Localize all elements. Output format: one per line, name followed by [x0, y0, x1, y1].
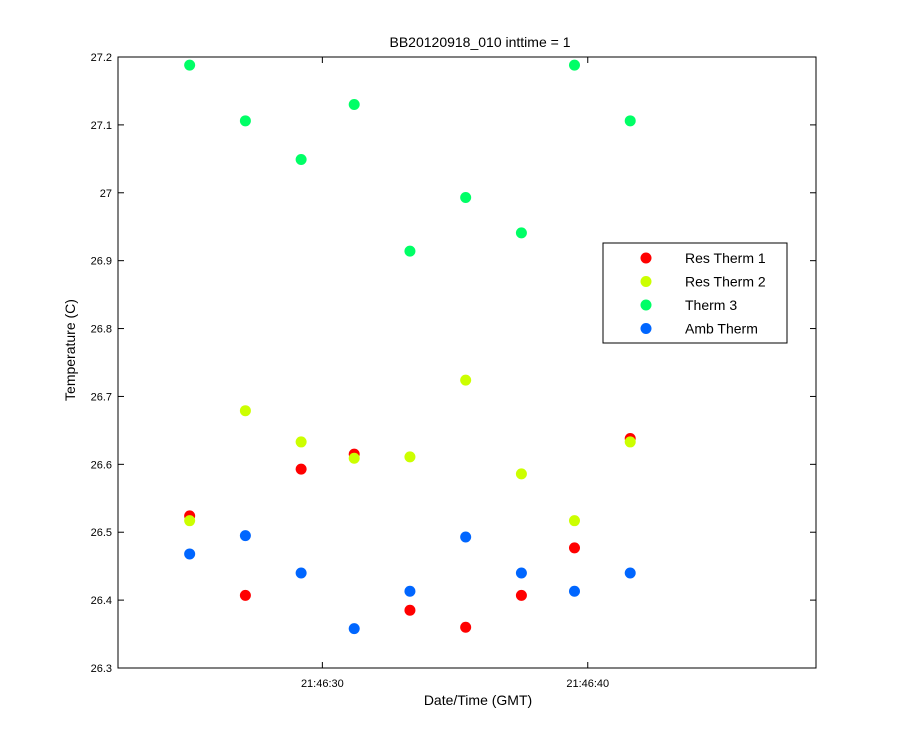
legend-label: Res Therm 2 [685, 274, 766, 290]
points-layer [184, 59, 636, 635]
data-point [295, 436, 307, 448]
data-point [624, 436, 636, 448]
legend-box [602, 242, 788, 344]
data-point [515, 567, 527, 579]
y-tick-label: 26.8 [91, 324, 112, 336]
legend-item: Res Therm 1 [640, 250, 766, 266]
chart-title: BB20120918_010 inttime = 1 [390, 34, 571, 50]
legend-label: Therm 3 [685, 297, 737, 313]
legend-item: Res Therm 2 [640, 274, 766, 290]
series-res-therm-2 [184, 374, 636, 527]
legend-item: Therm 3 [640, 297, 737, 313]
y-tick-label: 26.3 [91, 663, 112, 675]
legend-marker [640, 252, 652, 264]
y-tick-label: 27 [100, 188, 112, 200]
data-point [568, 515, 580, 527]
y-axis-title: Temperature (C) [62, 299, 78, 401]
data-point [460, 374, 472, 386]
data-point [460, 621, 472, 633]
data-point [624, 567, 636, 579]
legend-label: Amb Therm [685, 321, 758, 337]
legend-label: Res Therm 1 [685, 250, 766, 266]
data-point [348, 99, 360, 111]
data-point [239, 405, 251, 417]
data-point [460, 192, 472, 204]
data-point [348, 452, 360, 464]
data-point [295, 154, 307, 166]
legend-item: Amb Therm [640, 321, 758, 337]
data-point [460, 531, 472, 543]
y-tick-label: 26.9 [91, 256, 112, 268]
data-point [404, 585, 416, 597]
data-point [348, 623, 360, 635]
y-tick-label: 26.7 [91, 391, 112, 403]
data-point [568, 585, 580, 597]
data-point [515, 589, 527, 601]
data-point [184, 59, 196, 71]
legend-marker [640, 299, 652, 311]
data-point [295, 463, 307, 475]
series-therm-3 [184, 59, 636, 257]
data-point [295, 567, 307, 579]
data-point [184, 548, 196, 560]
plot-frame [117, 56, 817, 669]
legend: Res Therm 1 Res Therm 2 Therm 3 Amb Therm [602, 242, 788, 344]
legend-marker [640, 276, 652, 287]
x-tick-label: 21:46:30 [301, 678, 344, 690]
data-point [515, 227, 527, 239]
data-point [568, 542, 580, 554]
data-point [404, 604, 416, 616]
plot-area [118, 57, 816, 668]
data-point [568, 59, 580, 71]
y-tick-label: 27.1 [91, 120, 112, 132]
ticks-layer: 26.3 26.4 26.5 26.6 26.7 26.8 26.9 27 27.1 27.2 21… [91, 52, 816, 690]
data-point [515, 468, 527, 480]
data-point [404, 245, 416, 257]
data-point [239, 530, 251, 542]
data-point [624, 115, 636, 127]
legend-marker [640, 323, 652, 334]
x-axis-title: Date/Time (GMT) [424, 692, 532, 708]
y-tick-label: 26.6 [91, 459, 112, 471]
y-tick-label: 26.4 [91, 595, 112, 607]
x-tick-label: 21:46:40 [566, 678, 609, 690]
data-point [184, 515, 196, 527]
y-tick-label: 27.2 [91, 52, 112, 64]
data-point [239, 589, 251, 601]
data-point [239, 115, 251, 127]
series-amb-therm [184, 530, 636, 635]
data-point [404, 451, 416, 463]
y-tick-label: 26.5 [91, 527, 112, 539]
